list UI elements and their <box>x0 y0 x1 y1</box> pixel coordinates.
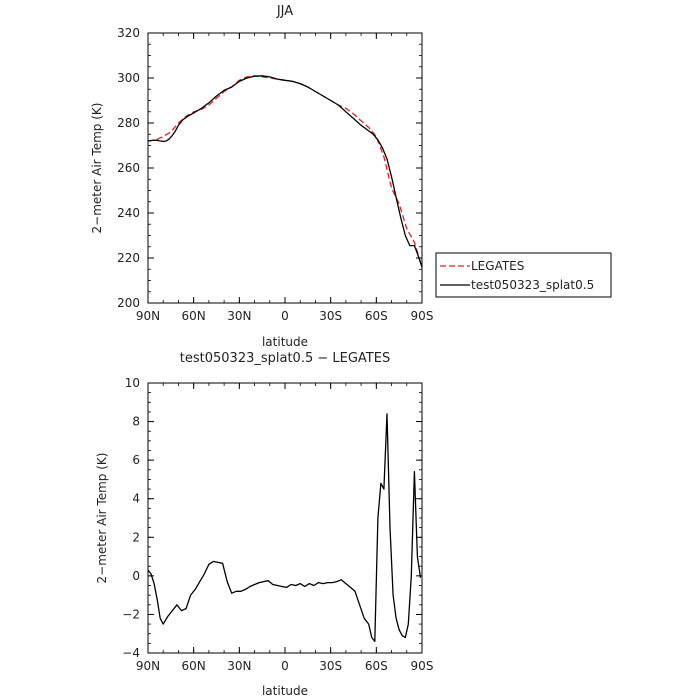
top-y-axis-label: 2−meter Air Temp (K) <box>90 103 104 234</box>
top-y-tick-label: 300 <box>117 71 140 85</box>
bottom-x-tick-label: 30N <box>227 659 251 673</box>
top-chart-title: JJA <box>276 4 293 19</box>
bottom-y-tick-label: 2 <box>132 530 140 544</box>
bottom-x-tick-label: 60S <box>365 659 388 673</box>
top-x-tick-label: 90S <box>411 309 434 323</box>
top-y-tick-label: 320 <box>117 26 140 40</box>
top-x-tick-label: 90N <box>136 309 160 323</box>
bottom-x-tick-label: 90N <box>136 659 160 673</box>
bottom-chart-title: test050323_splat0.5 − LEGATES <box>180 351 390 366</box>
legend-box <box>435 252 612 298</box>
bottom-x-tick-label: 60N <box>182 659 206 673</box>
legend-label-test: test050323_splat0.5 <box>471 278 594 292</box>
top-series-line-test050323-splat0-5 <box>147 75 423 268</box>
bottom-y-tick-label: 10 <box>125 376 140 390</box>
bottom-chart-panel: test050323_splat0.5 − LEGATES −4 −2 0 2 4 6 8 1… <box>95 351 433 698</box>
legend-label-legates: LEGATES <box>471 259 524 273</box>
bottom-x-axis-label: latitude <box>262 684 308 698</box>
top-y-tick-label: 220 <box>117 251 140 265</box>
top-y-tick-label: 240 <box>117 206 140 220</box>
bottom-y-tick-label: 8 <box>132 415 140 429</box>
top-y-tick-label: 280 <box>117 116 140 130</box>
bottom-plot-frame <box>147 382 423 654</box>
bottom-x-tick-label: 90S <box>411 659 434 673</box>
bottom-y-tick-label: 4 <box>132 492 140 506</box>
top-x-tick-label: 30S <box>319 309 342 323</box>
top-x-axis-label: latitude <box>262 335 308 349</box>
bottom-x-tick-label: 0 <box>281 659 289 673</box>
top-series-lines <box>147 75 423 268</box>
bottom-y-tick-label: 0 <box>132 569 140 583</box>
bottom-x-tick-label: 30S <box>319 659 342 673</box>
bottom-y-tick-label: −4 <box>122 646 140 660</box>
top-y-tick-label: 200 <box>117 296 140 310</box>
bottom-y-tick-label: −2 <box>122 607 140 621</box>
top-x-tick-label: 30N <box>227 309 251 323</box>
legend: LEGATES test050323_splat0.5 <box>435 252 612 298</box>
top-y-ticks: 200 220 240 260 280 300 320 <box>117 26 422 310</box>
top-y-tick-label: 260 <box>117 161 140 175</box>
bottom-series-line-series-0 <box>147 413 422 643</box>
top-plot-frame <box>147 32 423 304</box>
bottom-y-axis-label: 2−meter Air Temp (K) <box>95 453 109 584</box>
top-x-tick-label: 60S <box>365 309 388 323</box>
top-x-tick-label: 0 <box>281 309 289 323</box>
top-chart-panel: JJA 200 220 240 260 280 300 320 90N 60N 30N 0 30S 6… <box>90 4 433 349</box>
bottom-series-lines <box>147 413 422 643</box>
top-x-tick-label: 60N <box>182 309 206 323</box>
bottom-y-tick-label: 6 <box>132 453 140 467</box>
